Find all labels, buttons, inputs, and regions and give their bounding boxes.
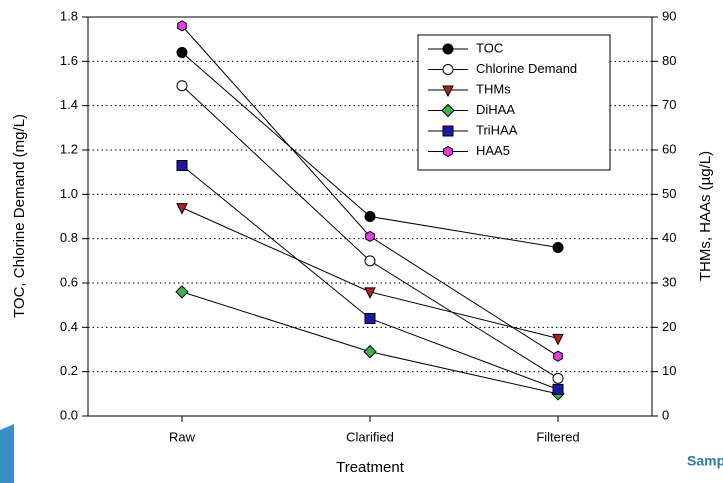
legend-label: Chlorine Demand (476, 61, 577, 76)
marker (365, 313, 375, 323)
legend-label: DiHAA (476, 102, 515, 117)
x-axis-title: Treatment (336, 459, 405, 476)
y2-tick-label: 0 (662, 407, 669, 422)
x-tick-label: Filtered (536, 429, 579, 444)
y2-tick-label: 20 (662, 319, 676, 334)
legend-label: TriHAA (476, 122, 518, 137)
legend-marker (444, 147, 453, 157)
y2-tick-label: 50 (662, 186, 676, 201)
y2-tick-label: 30 (662, 274, 676, 289)
marker (365, 256, 375, 266)
y-tick-label: 0.6 (60, 274, 78, 289)
y-tick-label: 1.0 (60, 186, 78, 201)
marker (553, 373, 563, 383)
y2-tick-label: 40 (662, 230, 676, 245)
marker (366, 231, 375, 241)
y2-tick-label: 60 (662, 141, 676, 156)
background-text: Samp (687, 453, 723, 469)
y-axis-title: TOC, Chlorine Demand (mg/L) (11, 114, 28, 318)
marker (177, 47, 187, 57)
marker (365, 212, 375, 222)
marker (553, 334, 563, 344)
marker (553, 384, 563, 394)
decoration (0, 424, 14, 483)
legend-marker (443, 65, 453, 75)
y-tick-label: 0.4 (60, 319, 78, 334)
y2-axis-title: THMs, HAAs (µg/L) (697, 151, 714, 281)
legend-label: HAA5 (476, 143, 510, 158)
y-tick-label: 1.4 (60, 97, 78, 112)
y-tick-label: 0.0 (60, 407, 78, 422)
marker (554, 351, 563, 361)
y-tick-label: 1.2 (60, 141, 78, 156)
marker (177, 81, 187, 91)
y2-tick-label: 70 (662, 97, 676, 112)
x-tick-label: Raw (169, 429, 196, 444)
x-tick-label: Clarified (346, 429, 394, 444)
y-tick-label: 1.8 (60, 8, 78, 23)
y-tick-label: 0.8 (60, 230, 78, 245)
chart: Samp Treatment TOC, Chlorine Demand (mg/… (0, 0, 723, 483)
y2-tick-label: 80 (662, 53, 676, 68)
marker (553, 243, 563, 253)
legend-label: THMs (476, 81, 511, 96)
y2-tick-label: 10 (662, 363, 676, 378)
marker (176, 286, 188, 298)
y-tick-label: 0.2 (60, 363, 78, 378)
y-tick-label: 1.6 (60, 53, 78, 68)
y2-tick-label: 90 (662, 8, 676, 23)
marker (177, 161, 187, 171)
legend-marker (443, 44, 453, 54)
legend-label: TOC (476, 40, 503, 55)
marker (364, 346, 376, 358)
marker (178, 21, 187, 31)
marker (177, 204, 187, 214)
legend-marker (443, 126, 453, 136)
